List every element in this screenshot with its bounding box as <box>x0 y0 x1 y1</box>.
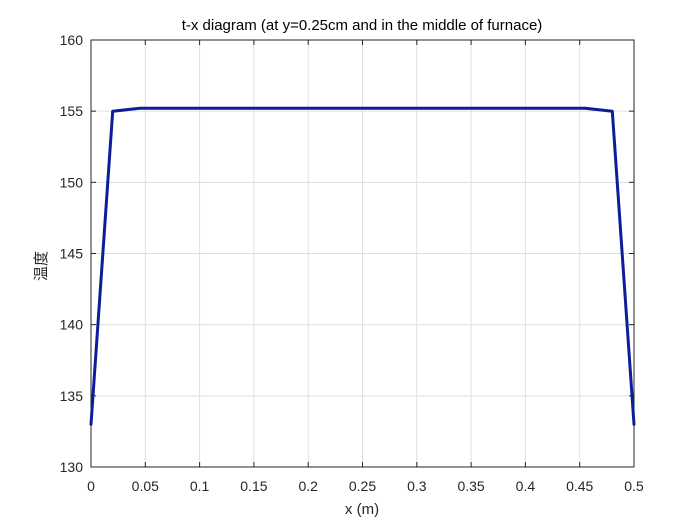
y-tick-label: 145 <box>60 246 84 262</box>
series-line <box>89 106 636 426</box>
x-tick-label: 0.5 <box>624 478 644 494</box>
x-axis-label: x (m) <box>345 501 379 518</box>
x-tick-label: 0.45 <box>566 478 593 494</box>
x-tick-label: 0.25 <box>349 478 376 494</box>
x-tick-label: 0.05 <box>132 478 159 494</box>
y-tick-label: 135 <box>60 388 84 404</box>
y-axis-label: 温度 <box>33 251 50 281</box>
x-tick-label: 0 <box>87 478 95 494</box>
grid <box>91 40 634 467</box>
y-tick-label: 150 <box>60 174 84 190</box>
y-tick-label: 130 <box>60 459 84 475</box>
ticks <box>90 39 635 468</box>
x-tick-label: 0.35 <box>457 478 484 494</box>
x-tick-label: 0.15 <box>240 478 267 494</box>
series <box>89 106 636 426</box>
y-tick-labels: 130 135 140 145 150 155 160 <box>60 32 84 475</box>
x-tick-label: 0.1 <box>190 478 210 494</box>
x-tick-labels: 0 0.05 0.1 0.15 0.2 0.25 0.3 0.35 0.4 0.45 0.5 <box>87 478 644 494</box>
y-tick-label: 155 <box>60 103 84 119</box>
x-tick-label: 0.4 <box>516 478 536 494</box>
y-tick-label: 140 <box>60 317 84 333</box>
x-tick-label: 0.2 <box>298 478 318 494</box>
y-tick-label: 160 <box>60 32 84 48</box>
chart-title: t-x diagram (at y=0.25cm and in the midd… <box>182 17 543 34</box>
x-tick-label: 0.3 <box>407 478 427 494</box>
